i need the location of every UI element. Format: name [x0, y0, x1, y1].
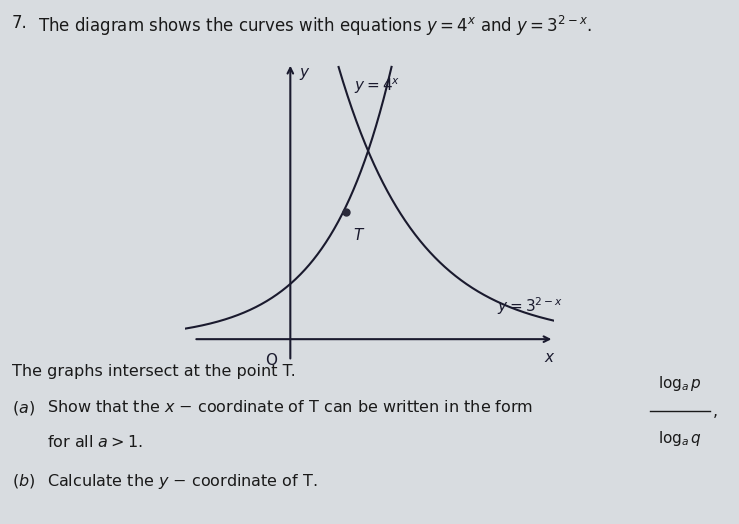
- Text: The diagram shows the curves with equations $y = 4^x$ and $y = 3^{2-x}$.: The diagram shows the curves with equati…: [38, 14, 592, 38]
- Text: O: O: [265, 353, 277, 368]
- Text: Calculate the $y$ $-$ coordinate of T.: Calculate the $y$ $-$ coordinate of T.: [47, 472, 318, 491]
- Text: $(a)$: $(a)$: [12, 399, 35, 417]
- Text: $x$: $x$: [544, 350, 556, 365]
- Text: for all $a > 1$.: for all $a > 1$.: [47, 434, 143, 450]
- Text: 7.: 7.: [12, 14, 28, 32]
- Text: ,: ,: [713, 403, 718, 419]
- Text: $\log_a q$: $\log_a q$: [658, 429, 702, 448]
- Text: $\log_a p$: $\log_a p$: [658, 374, 702, 393]
- Text: $y = 4^x$: $y = 4^x$: [354, 77, 400, 96]
- Text: T: T: [353, 228, 362, 243]
- Text: Show that the $x$ $-$ coordinate of T can be written in the form: Show that the $x$ $-$ coordinate of T ca…: [47, 399, 534, 415]
- Text: The graphs intersect at the point T.: The graphs intersect at the point T.: [12, 364, 296, 379]
- Text: $y = 3^{2-x}$: $y = 3^{2-x}$: [497, 295, 563, 317]
- Text: $y$: $y$: [299, 66, 310, 82]
- Text: $(b)$: $(b)$: [12, 472, 35, 490]
